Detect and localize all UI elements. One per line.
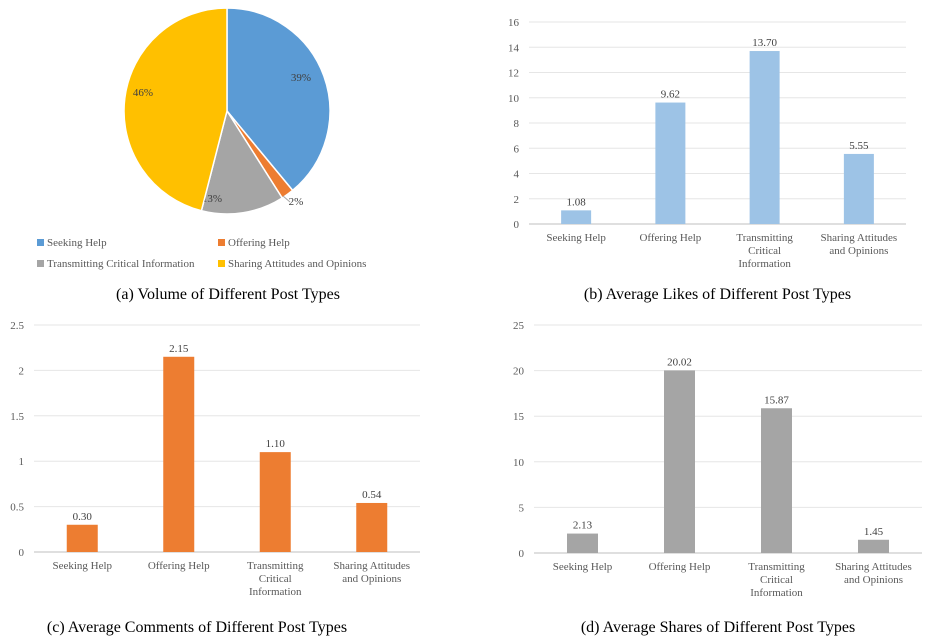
y-tick-label: 12	[508, 68, 519, 80]
legend-swatch	[37, 260, 44, 267]
bar	[163, 356, 195, 552]
bar-chart-likes: 0 2 4 6 8 10 12 14 16 1.08 Seeking Help 9.62 Offerin…	[508, 17, 906, 303]
y-tick-label: 8	[514, 118, 520, 130]
y-tick-label: 25	[513, 320, 525, 332]
legend-swatch	[37, 239, 44, 246]
pie-leader-line	[282, 195, 291, 203]
y-tick-label: 1.5	[10, 411, 24, 423]
y-tick-label: 16	[508, 17, 520, 29]
y-tick-label: 2	[19, 365, 25, 377]
y-tick-label: 2.5	[10, 320, 24, 332]
y-tick-label: 2	[514, 194, 520, 206]
pie-slice	[200, 109, 284, 215]
bar-value-label: 1.10	[266, 438, 286, 450]
legend-label: Sharing Attitudes and Opinions	[228, 258, 366, 270]
legend-label: Offering Help	[228, 237, 290, 249]
x-category-label: Sharing Attitudes	[333, 560, 410, 572]
bar-value-label: 13.70	[752, 37, 777, 49]
x-category-label: and Opinions	[342, 573, 401, 585]
bar	[664, 370, 695, 553]
y-tick-label: 10	[513, 457, 525, 469]
bar	[655, 102, 686, 224]
x-category-label: Critical	[760, 574, 793, 586]
chart-caption: (b) Average Likes of Different Post Type…	[584, 286, 851, 303]
x-category-label: Information	[750, 587, 803, 599]
x-category-label: Critical	[748, 245, 781, 257]
bar-value-label: 9.62	[661, 89, 680, 101]
bar-chart-comments: 0 0.5 1 1.5 2 2.5 0.30 Seeking Help 2.15 Offering…	[10, 320, 420, 636]
x-category-label: Offering Help	[148, 560, 210, 572]
bar	[356, 502, 388, 552]
x-category-label: Seeking Help	[553, 561, 613, 573]
x-category-label: Transmitting	[748, 561, 805, 573]
bar	[761, 408, 792, 553]
bar	[561, 210, 592, 224]
chart-caption: (d) Average Shares of Different Post Typ…	[581, 619, 855, 636]
y-tick-label: 4	[514, 169, 520, 181]
pie-legend: Seeking Help Offering Help Transmitting Cr…	[37, 237, 366, 270]
bar-value-label: 2.13	[573, 520, 593, 532]
x-category-label: and Opinions	[829, 245, 888, 257]
bar-value-label: 5.55	[849, 140, 869, 152]
x-category-label: Sharing Attitudes	[835, 561, 912, 573]
bar-value-label: 0.30	[73, 511, 93, 523]
x-category-label: Sharing Attitudes	[821, 232, 898, 244]
y-tick-label: 14	[508, 42, 520, 54]
bar	[66, 524, 98, 552]
y-tick-label: 0	[19, 547, 25, 559]
chart-caption: (a) Volume of Different Post Types	[116, 286, 340, 303]
bar	[858, 539, 889, 553]
x-category-label: Information	[738, 258, 791, 270]
y-tick-label: 0	[519, 548, 525, 560]
bar-chart-shares: 0 5 10 15 20 25 2.13 Seeking Help 20.02 Offering …	[513, 320, 922, 636]
legend-swatch	[218, 260, 225, 267]
legend-label: Seeking Help	[47, 237, 107, 249]
x-category-label: Transmitting	[736, 232, 793, 244]
pie-value-label: 13%	[202, 193, 222, 205]
x-category-label: Seeking Help	[52, 560, 112, 572]
x-category-label: Seeking Help	[546, 232, 606, 244]
pie-value-label: 39%	[291, 72, 311, 84]
bar-value-label: 2.15	[169, 343, 189, 355]
x-category-label: and Opinions	[844, 574, 903, 586]
legend-label: Transmitting Critical Information	[47, 258, 195, 270]
bar	[259, 452, 291, 552]
pie-slice	[226, 7, 331, 192]
y-tick-label: 1	[19, 456, 25, 468]
x-category-label: Critical	[259, 573, 292, 585]
bar-value-label: 1.45	[864, 526, 884, 538]
pie-value-label: 46%	[133, 87, 153, 99]
bar	[843, 153, 874, 224]
x-category-label: Information	[249, 586, 302, 598]
chart-caption: (c) Average Comments of Different Post T…	[47, 619, 347, 636]
bar	[749, 51, 780, 224]
bar-value-label: 0.54	[362, 489, 382, 501]
pie-slice	[123, 7, 228, 212]
x-category-label: Transmitting	[247, 560, 304, 572]
y-tick-label: 20	[513, 366, 525, 378]
x-category-label: Offering Help	[639, 232, 701, 244]
pie-value-label: 2%	[289, 196, 304, 208]
bar-value-label: 1.08	[567, 196, 587, 208]
y-tick-label: 10	[508, 93, 520, 105]
y-tick-label: 5	[519, 502, 525, 514]
pie-chart: 39% 2% 13% 46% Seeking Help Offering Help Tran…	[37, 7, 366, 303]
y-tick-label: 15	[513, 411, 525, 423]
y-tick-label: 0.5	[10, 502, 24, 514]
bar	[567, 533, 598, 553]
x-category-label: Offering Help	[649, 561, 711, 573]
bar-value-label: 15.87	[764, 394, 789, 406]
bar-value-label: 20.02	[667, 356, 692, 368]
y-tick-label: 6	[514, 143, 520, 155]
legend-swatch	[218, 239, 225, 246]
y-tick-label: 0	[514, 219, 520, 231]
